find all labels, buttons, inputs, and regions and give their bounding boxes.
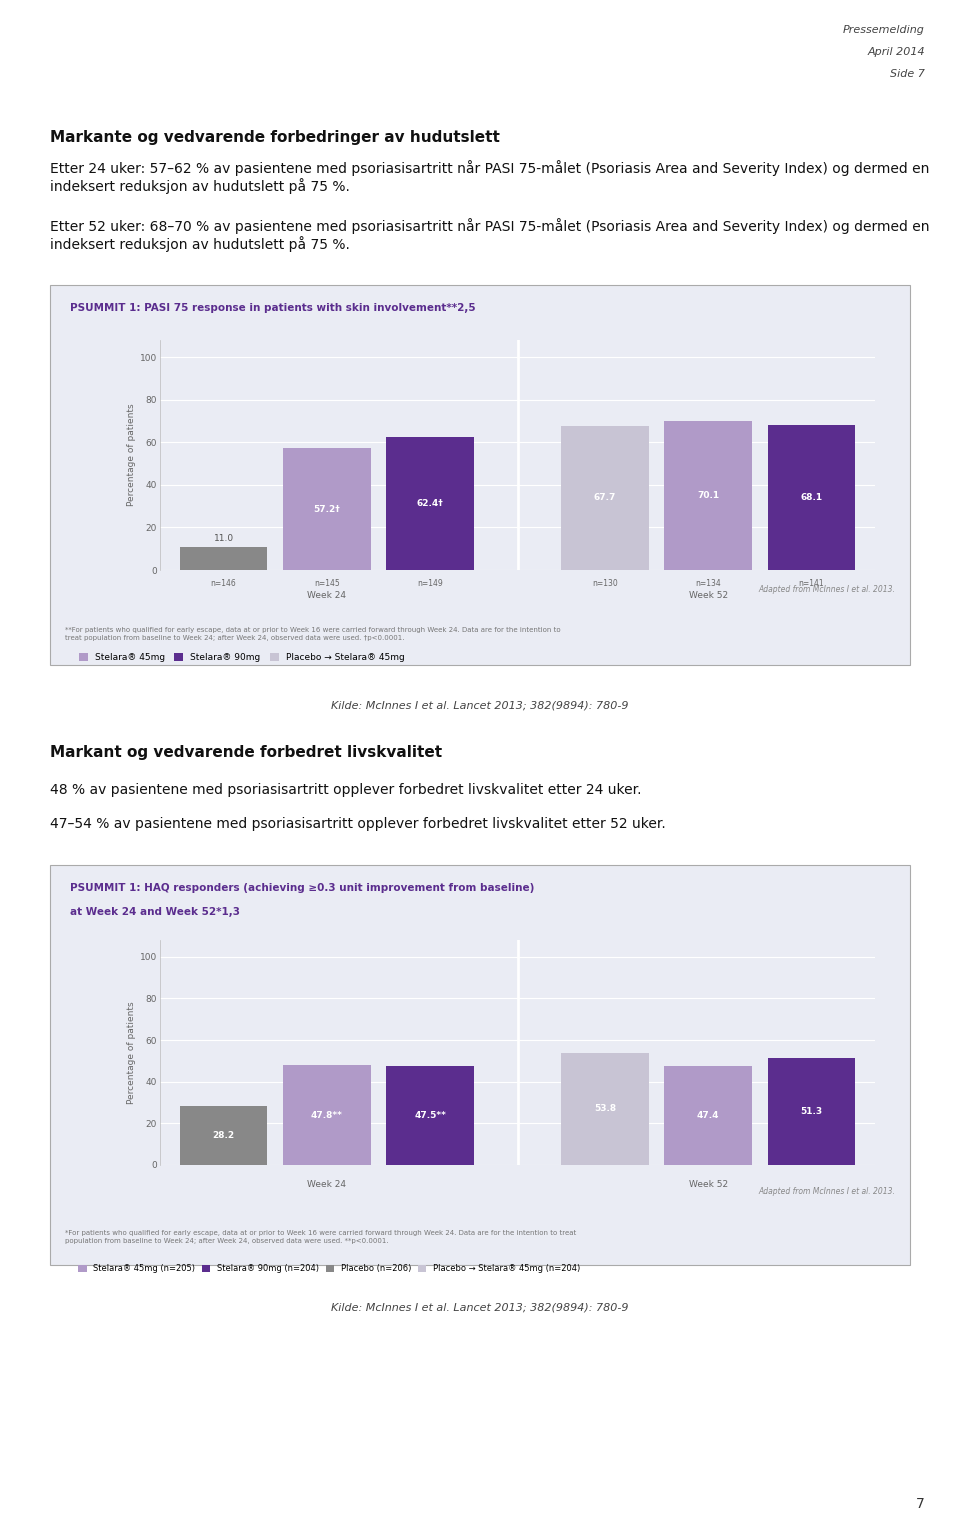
Text: 70.1: 70.1 — [697, 491, 719, 499]
Text: 48 % av pasientene med psoriasisartritt opplever forbedret livskvalitet etter 24: 48 % av pasientene med psoriasisartritt … — [50, 782, 641, 798]
Bar — [180, 547, 267, 570]
Text: PSUMMIT 1: PASI 75 response in patients with skin involvement**2,5: PSUMMIT 1: PASI 75 response in patients … — [70, 303, 475, 312]
Text: 67.7: 67.7 — [593, 493, 616, 502]
Bar — [180, 1107, 267, 1165]
Text: Adapted from McInnes I et al. 2013.: Adapted from McInnes I et al. 2013. — [758, 1187, 895, 1196]
Bar — [768, 1058, 855, 1165]
Legend: Stelara® 45mg (n=205), Stelara® 90mg (n=204), Placebo (n=206), Placebo → Stelara: Stelara® 45mg (n=205), Stelara® 90mg (n=… — [79, 1265, 580, 1274]
Text: Markante og vedvarende forbedringer av hudutslett: Markante og vedvarende forbedringer av h… — [50, 130, 500, 145]
Text: **For patients who qualified for early escape, data at or prior to Week 16 were : **For patients who qualified for early e… — [65, 628, 561, 641]
Y-axis label: Percentage of patients: Percentage of patients — [127, 1001, 135, 1104]
Text: 47–54 % av pasientene med psoriasisartritt opplever forbedret livskvalitet etter: 47–54 % av pasientene med psoriasisartri… — [50, 818, 665, 831]
Bar — [283, 449, 371, 570]
Text: 47.8**: 47.8** — [311, 1110, 343, 1119]
Text: Kilde: McInnes I et al. Lancet 2013; 382(9894): 780-9: Kilde: McInnes I et al. Lancet 2013; 382… — [331, 700, 629, 710]
Text: n=146: n=146 — [210, 579, 236, 588]
Text: n=130: n=130 — [592, 579, 618, 588]
Text: 7: 7 — [916, 1497, 925, 1511]
Text: Pressemelding: Pressemelding — [843, 24, 925, 35]
Text: Week 52: Week 52 — [688, 1179, 728, 1188]
Text: Etter 52 uker: 68–70 % av pasientene med psoriasisartritt når PASI 75-målet (Pso: Etter 52 uker: 68–70 % av pasientene med… — [50, 217, 929, 253]
Text: Etter 24 uker: 57–62 % av pasientene med psoriasisartritt når PASI 75-målet (Pso: Etter 24 uker: 57–62 % av pasientene med… — [50, 161, 929, 194]
Bar — [562, 426, 649, 570]
Text: Week 24: Week 24 — [307, 1179, 347, 1188]
Text: Week 52: Week 52 — [688, 591, 728, 600]
Text: Kilde: McInnes I et al. Lancet 2013; 382(9894): 780-9: Kilde: McInnes I et al. Lancet 2013; 382… — [331, 1303, 629, 1314]
Text: 51.3: 51.3 — [801, 1107, 823, 1116]
Text: 11.0: 11.0 — [213, 534, 233, 544]
Bar — [664, 1066, 752, 1165]
Text: n=141: n=141 — [799, 579, 825, 588]
Text: 57.2†: 57.2† — [314, 505, 340, 513]
Text: Week 24: Week 24 — [307, 591, 347, 600]
Text: Adapted from McInnes I et al. 2013.: Adapted from McInnes I et al. 2013. — [758, 585, 895, 594]
Bar — [562, 1053, 649, 1165]
Text: PSUMMIT 1: HAQ responders (achieving ≥0.3 unit improvement from baseline): PSUMMIT 1: HAQ responders (achieving ≥0.… — [70, 883, 535, 893]
Bar — [664, 421, 752, 570]
Text: 47.5**: 47.5** — [414, 1112, 446, 1121]
Text: Side 7: Side 7 — [890, 69, 925, 80]
Text: April 2014: April 2014 — [868, 47, 925, 57]
Bar — [768, 426, 855, 570]
Text: 62.4†: 62.4† — [417, 499, 444, 508]
Text: *For patients who qualified for early escape, data at or prior to Week 16 were c: *For patients who qualified for early es… — [65, 1229, 576, 1245]
Text: Markant og vedvarende forbedret livskvalitet: Markant og vedvarende forbedret livskval… — [50, 746, 443, 759]
Text: 47.4: 47.4 — [697, 1112, 719, 1121]
Bar — [283, 1066, 371, 1165]
Bar — [387, 1066, 474, 1165]
Bar — [387, 438, 474, 570]
Text: at Week 24 and Week 52*1,3: at Week 24 and Week 52*1,3 — [70, 906, 240, 917]
Text: n=145: n=145 — [314, 579, 340, 588]
Text: n=134: n=134 — [695, 579, 721, 588]
Y-axis label: Percentage of patients: Percentage of patients — [127, 404, 135, 507]
Text: 53.8: 53.8 — [594, 1104, 616, 1113]
Text: n=149: n=149 — [418, 579, 443, 588]
Text: 68.1: 68.1 — [801, 493, 823, 502]
Legend: Stelara® 45mg, Stelara® 90mg, Placebo → Stelara® 45mg: Stelara® 45mg, Stelara® 90mg, Placebo → … — [79, 654, 405, 661]
Text: 28.2: 28.2 — [212, 1131, 234, 1141]
